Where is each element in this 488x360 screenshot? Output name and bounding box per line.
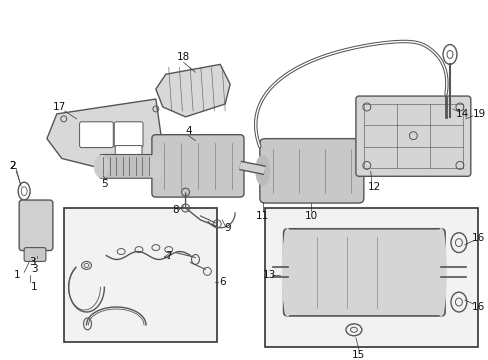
Text: 1: 1 xyxy=(14,270,20,280)
Text: 12: 12 xyxy=(367,182,381,192)
Text: 14: 14 xyxy=(455,109,468,119)
Text: 19: 19 xyxy=(472,109,486,119)
Ellipse shape xyxy=(94,156,108,177)
Ellipse shape xyxy=(282,229,292,316)
FancyBboxPatch shape xyxy=(264,208,477,347)
Text: 11: 11 xyxy=(256,211,269,221)
Text: 10: 10 xyxy=(304,211,317,221)
Text: 15: 15 xyxy=(351,350,365,360)
Ellipse shape xyxy=(255,156,269,185)
Text: 8: 8 xyxy=(172,205,179,215)
Text: 2: 2 xyxy=(9,161,16,171)
Text: 6: 6 xyxy=(219,277,225,287)
Ellipse shape xyxy=(21,206,33,246)
FancyBboxPatch shape xyxy=(19,200,53,251)
FancyBboxPatch shape xyxy=(99,154,153,178)
Text: 3: 3 xyxy=(31,264,37,274)
Text: 16: 16 xyxy=(471,302,485,312)
Polygon shape xyxy=(156,64,230,117)
FancyBboxPatch shape xyxy=(24,248,46,261)
Text: 13: 13 xyxy=(263,270,276,280)
Ellipse shape xyxy=(149,154,163,179)
FancyBboxPatch shape xyxy=(283,229,444,316)
Text: 16: 16 xyxy=(471,233,485,243)
FancyBboxPatch shape xyxy=(152,135,244,197)
Text: 1: 1 xyxy=(31,282,37,292)
FancyBboxPatch shape xyxy=(114,122,142,148)
Text: 3: 3 xyxy=(29,257,35,267)
FancyBboxPatch shape xyxy=(115,145,142,159)
FancyBboxPatch shape xyxy=(80,122,113,148)
Text: 2: 2 xyxy=(9,161,16,171)
FancyBboxPatch shape xyxy=(259,139,363,203)
FancyBboxPatch shape xyxy=(63,208,217,342)
Text: 17: 17 xyxy=(53,102,66,112)
FancyBboxPatch shape xyxy=(355,96,470,176)
Polygon shape xyxy=(47,99,161,168)
Text: 5: 5 xyxy=(101,179,107,189)
Ellipse shape xyxy=(435,229,445,316)
Text: 4: 4 xyxy=(185,126,191,136)
Text: 9: 9 xyxy=(224,223,231,233)
Text: 7: 7 xyxy=(165,251,172,261)
Text: 18: 18 xyxy=(177,53,190,62)
